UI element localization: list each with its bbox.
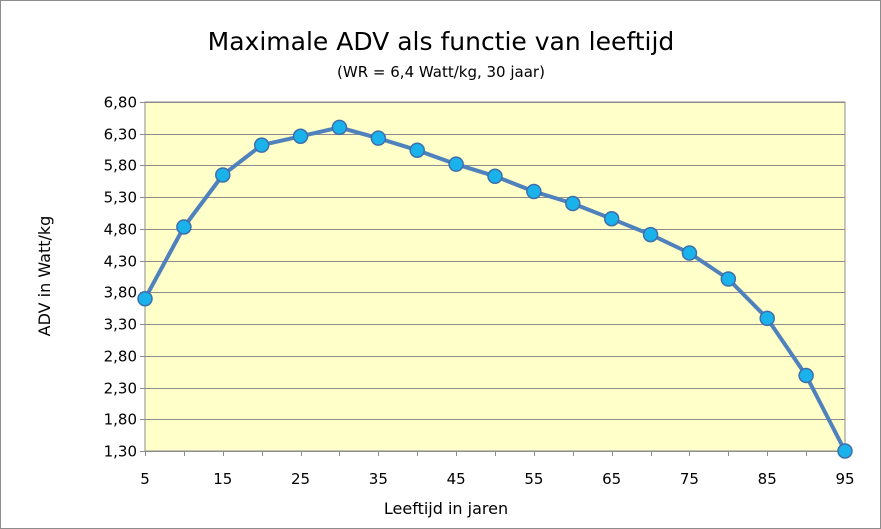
x-axis-ticks: 5 15 25 35 45 55 65 75 85 95 bbox=[140, 470, 854, 488]
x-tick-label: 15 bbox=[213, 470, 232, 488]
y-axis-ticks: 1,30 1,80 2,30 2,80 3,30 3,80 4,30 4,80 5,30 5,80… bbox=[104, 94, 137, 461]
data-point bbox=[720, 271, 737, 287]
y-tick-label: 2,30 bbox=[104, 380, 137, 398]
x-tick-label: 85 bbox=[758, 470, 777, 488]
data-point bbox=[370, 130, 387, 146]
y-tick-label: 1,80 bbox=[104, 411, 137, 429]
data-point bbox=[253, 137, 270, 153]
y-tick-label: 4,80 bbox=[104, 221, 137, 239]
y-tick-label: 5,80 bbox=[104, 157, 137, 175]
x-axis-title: Leeftijd in jaren bbox=[384, 499, 508, 518]
data-point bbox=[642, 226, 659, 243]
y-tick-label: 1,30 bbox=[104, 443, 137, 461]
x-tick-label: 75 bbox=[680, 470, 699, 488]
data-point bbox=[292, 128, 309, 145]
y-tick-label: 3,80 bbox=[104, 284, 137, 302]
data-point bbox=[759, 310, 775, 327]
data-point bbox=[565, 195, 581, 212]
data-point bbox=[176, 219, 192, 235]
data-point bbox=[603, 211, 620, 227]
y-tick-label: 6,30 bbox=[104, 126, 137, 144]
x-tick-label: 65 bbox=[602, 470, 621, 488]
x-tick-label: 5 bbox=[140, 470, 150, 488]
data-point bbox=[331, 119, 348, 136]
data-point bbox=[487, 168, 503, 184]
y-tick-label: 5,30 bbox=[104, 189, 137, 207]
data-series bbox=[137, 119, 853, 459]
x-tick-label: 95 bbox=[835, 470, 854, 488]
y-axis-title: ADV in Watt/kg bbox=[35, 216, 54, 337]
y-tick-label: 4,30 bbox=[104, 253, 137, 271]
x-tick-label: 25 bbox=[291, 470, 310, 488]
chart-subtitle: (WR = 6,4 Watt/kg, 30 jaar) bbox=[337, 63, 545, 81]
grid-lines bbox=[140, 102, 846, 456]
y-tick-label: 3,30 bbox=[104, 316, 137, 334]
data-point bbox=[681, 245, 698, 261]
data-point bbox=[215, 167, 231, 183]
data-point bbox=[798, 367, 814, 384]
x-tick-label: 35 bbox=[369, 470, 388, 488]
chart-title: Maximale ADV als functie van leeftijd bbox=[208, 27, 675, 56]
data-point bbox=[448, 156, 464, 172]
y-tick-label: 2,80 bbox=[104, 348, 137, 366]
x-tick-label: 55 bbox=[524, 470, 543, 488]
data-point bbox=[837, 443, 853, 459]
data-point bbox=[409, 142, 425, 158]
data-point bbox=[526, 183, 542, 200]
data-point bbox=[137, 290, 153, 307]
x-tick-label: 45 bbox=[447, 470, 466, 488]
y-tick-label: 6,80 bbox=[104, 94, 137, 112]
